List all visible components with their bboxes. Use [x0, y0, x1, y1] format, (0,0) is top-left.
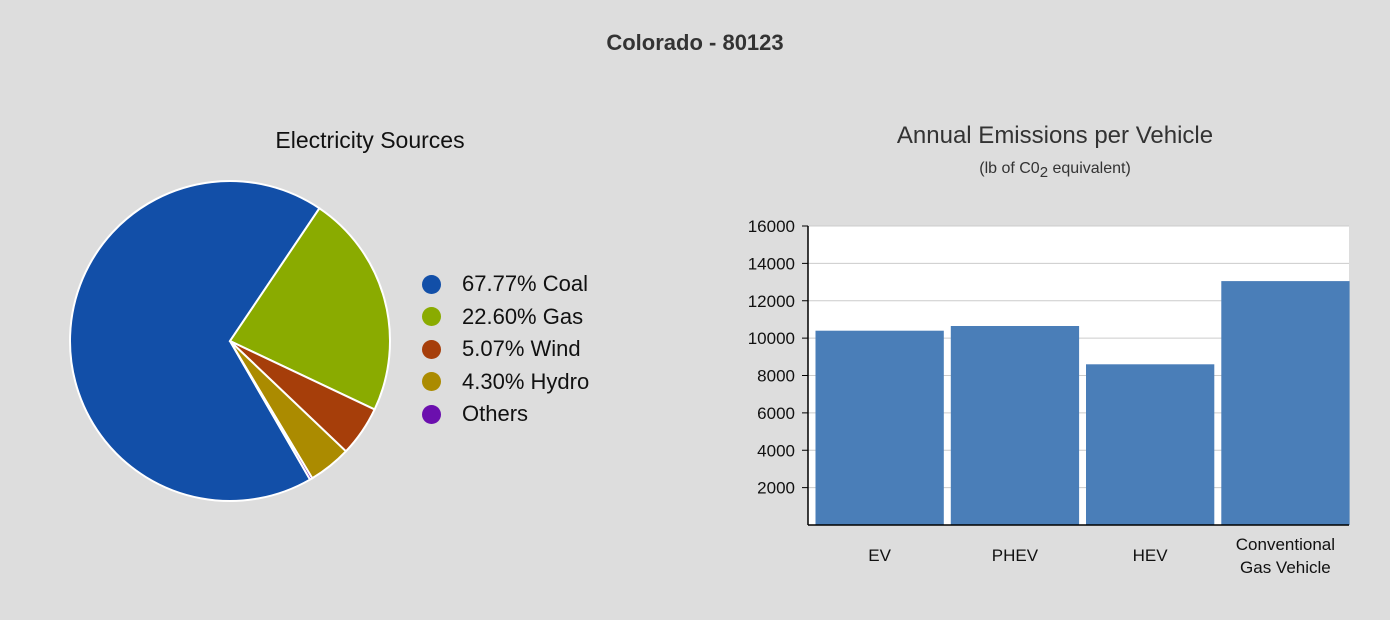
legend-label: Others [462, 401, 529, 427]
pie-chart-title: Electricity Sources [275, 127, 465, 153]
legend-item: 5.07% Wind [422, 333, 589, 366]
bar-0 [815, 330, 944, 525]
subtitle-prefix: (lb of C0 [979, 160, 1040, 177]
x-tick-label: PHEV [992, 546, 1039, 565]
y-tick-label: 6000 [757, 404, 795, 423]
y-tick-label: 12000 [748, 292, 795, 311]
x-tick-label: EV [868, 546, 891, 565]
legend-label: 22.60% Gas [462, 303, 584, 329]
y-tick-label: 8000 [757, 367, 795, 386]
bar-1 [950, 326, 1080, 525]
bar-2 [1086, 364, 1215, 525]
bar-chart-subtitle: (lb of C02 equivalent) [800, 160, 1310, 181]
legend-item: 22.60% Gas [422, 301, 589, 334]
x-tick-label: HEV [1133, 546, 1169, 565]
legend-marker [422, 339, 441, 359]
legend-label: 5.07% Wind [462, 336, 581, 362]
bar-3 [1221, 281, 1350, 525]
legend-label: 4.30% Hydro [462, 368, 590, 394]
bar-chart-title: Annual Emissions per Vehicle [896, 122, 1214, 149]
y-tick-label: 2000 [757, 479, 795, 498]
legend-marker [422, 274, 441, 294]
legend-marker [422, 307, 441, 327]
x-tick-label: Conventional Gas Vehicle [1236, 535, 1335, 577]
pie-chart [68, 179, 391, 502]
page-title: Colorado - 80123 [606, 30, 784, 55]
y-tick-label: 4000 [757, 441, 795, 460]
pie-slice-0 [68, 179, 321, 502]
legend-item: Others [422, 398, 589, 431]
bar-chart: 2000 4000 6000 8000 10000 12000 14000 16000 EV PH… [748, 217, 1350, 577]
pie-legend: 67.77% Coal 22.60% Gas 5.07% Wind 4.30% Hyd… [422, 268, 589, 431]
legend-marker [422, 372, 441, 392]
y-tick-label: 10000 [748, 329, 795, 348]
y-tick-label: 14000 [748, 254, 795, 273]
legend-label: 67.77% Coal [462, 271, 588, 297]
subtitle-suffix: equivalent) [1048, 160, 1131, 177]
legend-item: 4.30% Hydro [422, 366, 589, 399]
pie-slice-4 [229, 340, 314, 481]
legend-item: 67.77% Coal [422, 268, 589, 301]
legend-marker [422, 404, 441, 424]
y-tick-label: 16000 [748, 217, 795, 236]
subtitle-subscript: 2 [1039, 164, 1049, 181]
